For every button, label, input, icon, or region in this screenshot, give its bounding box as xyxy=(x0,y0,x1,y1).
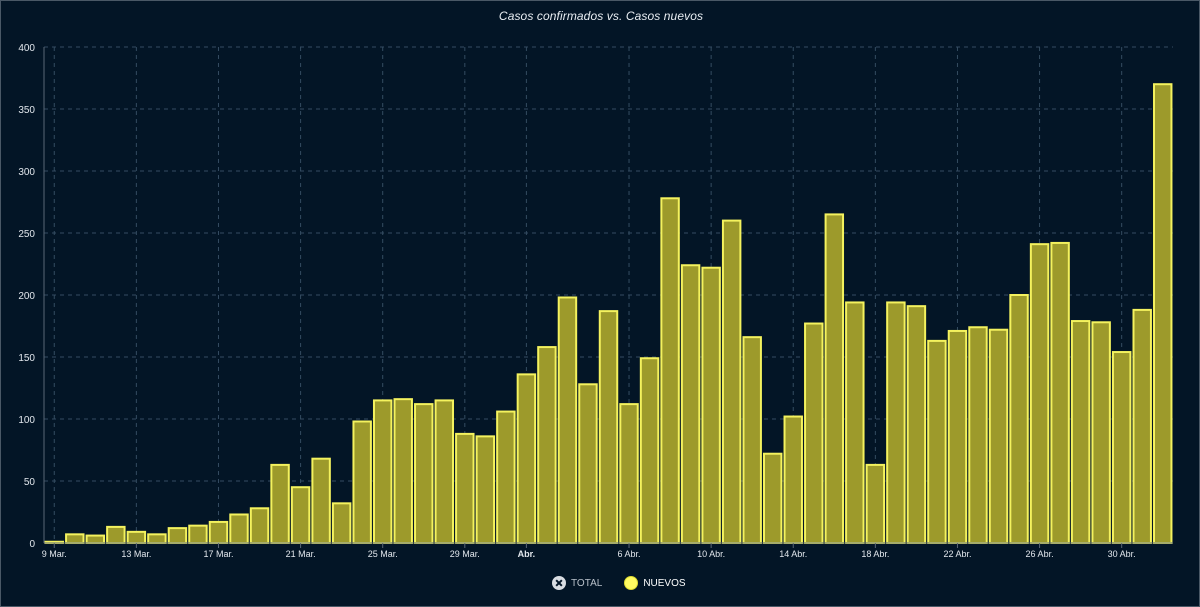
x-tick-label: 18 Abr. xyxy=(861,549,889,559)
bar xyxy=(660,197,680,544)
bar xyxy=(988,328,1009,544)
bar xyxy=(680,264,701,544)
bar xyxy=(619,403,639,544)
y-tick-label: 350 xyxy=(18,105,35,116)
x-tick-label: 21 Mar. xyxy=(286,549,316,559)
bar xyxy=(742,336,762,544)
x-tick-label: 13 Mar. xyxy=(121,549,151,559)
x-tick-label: 30 Abr. xyxy=(1108,549,1136,559)
bar xyxy=(188,524,208,545)
bar xyxy=(393,398,413,544)
bar xyxy=(496,410,516,544)
bar xyxy=(1111,351,1132,545)
y-tick-label: 50 xyxy=(24,477,36,488)
bar xyxy=(1050,241,1070,544)
bars xyxy=(44,83,1173,545)
bar xyxy=(886,301,906,544)
bar xyxy=(434,399,455,544)
bar xyxy=(845,301,865,544)
y-tick-label: 150 xyxy=(18,353,35,364)
legend-nuevos-marker-icon xyxy=(624,576,639,590)
legend-item-total[interactable]: TOTAL xyxy=(552,576,602,590)
bar xyxy=(701,266,721,544)
bar xyxy=(65,533,85,545)
bar xyxy=(229,513,249,544)
y-tick-label: 250 xyxy=(18,229,35,240)
bar xyxy=(1070,320,1091,545)
x-tick-label: 6 Abr. xyxy=(618,549,641,559)
bar xyxy=(270,463,290,545)
bar xyxy=(516,373,537,544)
x-tick-label: 29 Mar. xyxy=(450,549,480,559)
bar xyxy=(126,530,147,545)
bar xyxy=(1132,308,1152,544)
bar xyxy=(249,507,270,544)
legend-item-nuevos[interactable]: NUEVOS xyxy=(624,576,686,590)
bar xyxy=(968,326,988,544)
chart-title: Casos confirmados vs. Casos nuevos xyxy=(498,9,704,23)
bar xyxy=(537,346,557,544)
y-tick-label: 200 xyxy=(18,291,35,302)
bar xyxy=(414,403,434,544)
bar xyxy=(147,533,167,545)
bar xyxy=(557,296,578,545)
y-tick-label: 300 xyxy=(18,167,35,178)
bar xyxy=(578,383,598,544)
bar xyxy=(455,432,475,545)
bar xyxy=(106,525,126,545)
bar xyxy=(762,452,783,544)
x-tick-label: 14 Abr. xyxy=(779,549,807,559)
chart-legend: TOTAL NUEVOS xyxy=(552,576,686,590)
bar xyxy=(167,527,188,544)
x-tick-label: 22 Abr. xyxy=(943,549,971,559)
bar xyxy=(865,463,886,545)
bar xyxy=(804,322,824,544)
bar xyxy=(1009,294,1029,544)
bar xyxy=(352,420,372,545)
legend-total-disabled-icon xyxy=(552,576,566,590)
x-tick-label: 25 Mar. xyxy=(368,549,398,559)
bar xyxy=(85,534,106,544)
y-tick-label: 100 xyxy=(18,415,35,426)
bar xyxy=(311,457,331,544)
bar xyxy=(639,357,660,544)
bar xyxy=(927,339,947,544)
bar xyxy=(1153,83,1173,544)
bar xyxy=(372,399,393,544)
x-tick-label: 9 Mar. xyxy=(42,549,67,559)
bar xyxy=(1091,321,1111,544)
x-tick-label: 26 Abr. xyxy=(1026,549,1054,559)
bar xyxy=(947,329,968,544)
legend-nuevos-label: NUEVOS xyxy=(643,577,686,589)
y-tick-label: 0 xyxy=(29,539,35,550)
bar xyxy=(331,502,352,545)
x-tick-label: 17 Mar. xyxy=(203,549,233,559)
bar xyxy=(824,213,845,544)
bar xyxy=(290,486,311,545)
bar xyxy=(783,415,803,544)
bar xyxy=(598,310,619,544)
bar xyxy=(721,219,742,544)
x-tick-label: Abr. xyxy=(518,549,536,559)
bar xyxy=(208,520,229,544)
bar xyxy=(1029,243,1050,544)
y-tick-label: 400 xyxy=(18,43,35,54)
x-tick-label: 10 Abr. xyxy=(697,549,725,559)
bar xyxy=(475,435,496,544)
bar xyxy=(906,305,927,544)
legend-total-label: TOTAL xyxy=(571,577,603,589)
